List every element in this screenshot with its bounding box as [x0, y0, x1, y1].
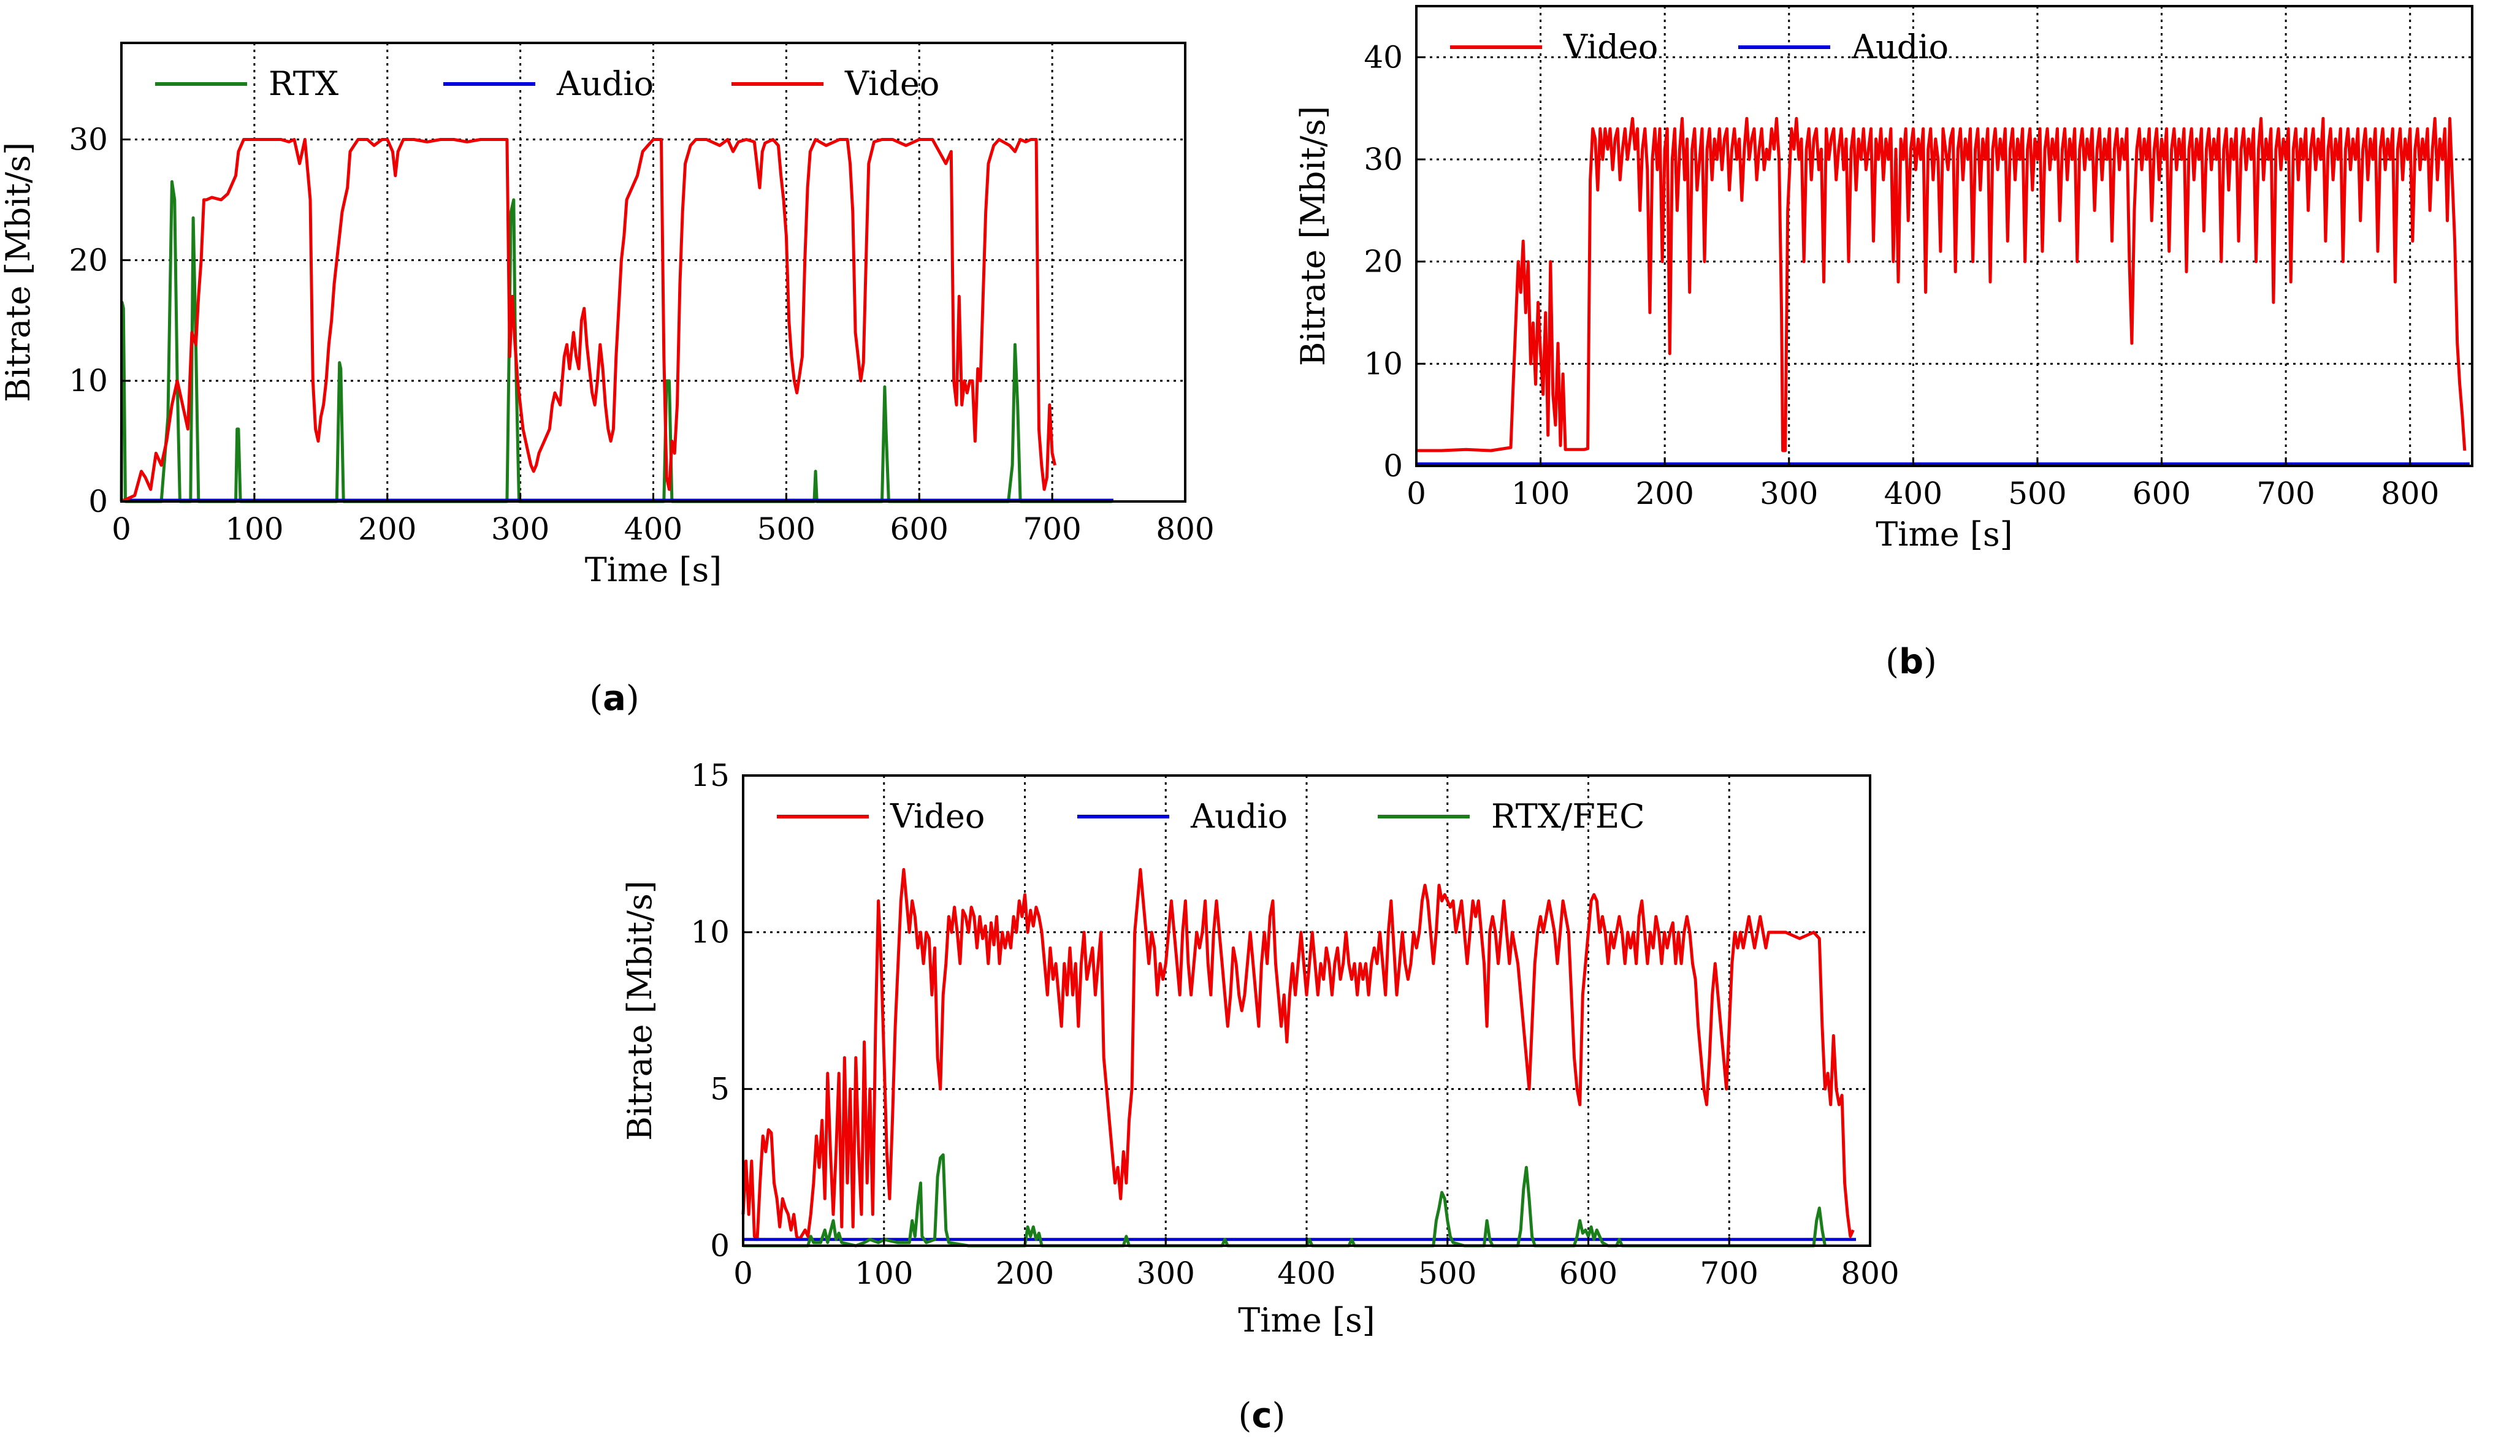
- x-tick-label: 400: [1884, 476, 1942, 511]
- figure-caption: (b): [1885, 642, 1937, 682]
- x-tick-label: 500: [757, 511, 815, 547]
- x-tick-label: 700: [1700, 1256, 1758, 1291]
- plot-frame: [1415, 5, 2473, 467]
- x-axis-label: Time [s]: [585, 551, 722, 589]
- legend-label: Video: [890, 797, 985, 836]
- x-tick-label: 300: [1760, 476, 1818, 511]
- legend-label: Video: [1563, 28, 1658, 66]
- y-tick-label: 20: [1364, 244, 1403, 280]
- series-video-line: [120, 138, 1056, 503]
- x-tick-label: 800: [2381, 476, 2439, 511]
- y-tick-label: 20: [69, 242, 108, 278]
- x-tick-label: 400: [624, 511, 682, 547]
- y-tick-label: 10: [1364, 346, 1403, 381]
- y-axis-label: Bitrate [Mbit/s]: [0, 142, 37, 402]
- x-tick-label: 100: [855, 1256, 913, 1291]
- y-tick-label: 10: [690, 915, 730, 950]
- x-tick-label: 0: [1407, 476, 1426, 511]
- y-tick-label: 0: [1383, 448, 1403, 484]
- x-tick-label: 700: [2256, 476, 2315, 511]
- series-video-line: [1416, 116, 2467, 452]
- y-tick-label: 15: [690, 758, 730, 793]
- y-axis-label: Bitrate [Mbit/s]: [620, 880, 659, 1140]
- y-tick-label: 0: [710, 1228, 730, 1264]
- legend-label: Audio: [1851, 28, 1949, 66]
- y-tick-label: 30: [1364, 142, 1403, 177]
- x-tick-label: 300: [1137, 1256, 1195, 1291]
- legend-label: Video: [844, 64, 939, 103]
- x-tick-label: 600: [1559, 1256, 1617, 1291]
- x-tick-label: 800: [1841, 1256, 1899, 1291]
- x-tick-label: 100: [225, 511, 283, 547]
- legend-label: Audio: [556, 64, 654, 103]
- series-video-line: [741, 867, 1855, 1241]
- figure-caption: (a): [589, 679, 640, 718]
- x-axis-label: Time [s]: [1876, 515, 2012, 554]
- x-tick-label: 800: [1156, 511, 1214, 547]
- y-tick-label: 40: [1364, 39, 1403, 75]
- chart-a: 0 100 200 300 400 500 600 700 800 0 10 20 30 Time [s]…: [0, 42, 1215, 718]
- x-tick-label: 600: [2132, 476, 2191, 511]
- y-tick-label: 0: [88, 484, 108, 519]
- x-tick-label: 0: [112, 511, 131, 547]
- legend-label: RTX/FEC: [1491, 797, 1645, 836]
- x-tick-label: 700: [1023, 511, 1081, 547]
- y-axis-label: Bitrate [Mbit/s]: [1294, 106, 1332, 366]
- x-axis-label: Time [s]: [1238, 1301, 1375, 1340]
- x-tick-label: 300: [491, 511, 549, 547]
- legend-label: Audio: [1190, 797, 1288, 836]
- x-tick-label: 200: [1635, 476, 1693, 511]
- x-tick-label: 100: [1511, 476, 1570, 511]
- x-tick-label: 600: [890, 511, 949, 547]
- x-tick-label: 200: [358, 511, 416, 547]
- chart-c: 0 100 200 300 400 500 600 700 800 0 5 10 15 Time [s] B…: [620, 758, 1900, 1436]
- x-tick-label: 200: [996, 1256, 1054, 1291]
- x-tick-label: 500: [2008, 476, 2066, 511]
- legend-label: RTX: [269, 64, 339, 103]
- chart-b: 0 100 200 300 400 500 600 700 800 0 10 20 30 40 Time […: [1294, 5, 2473, 682]
- y-tick-label: 10: [69, 363, 108, 398]
- x-tick-label: 500: [1418, 1256, 1476, 1291]
- x-tick-label: 400: [1277, 1256, 1335, 1291]
- y-tick-label: 5: [710, 1071, 730, 1107]
- x-tick-label: 0: [733, 1256, 753, 1291]
- figure-caption: (c): [1239, 1396, 1286, 1436]
- y-tick-label: 30: [69, 121, 108, 157]
- series-rtx-fec-line: [743, 1153, 1827, 1248]
